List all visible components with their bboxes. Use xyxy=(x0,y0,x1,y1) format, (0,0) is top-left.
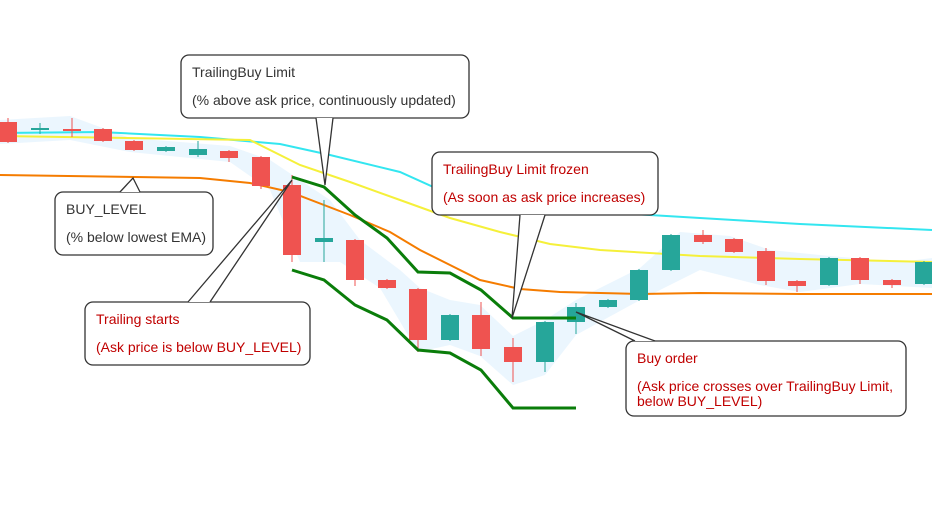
candle xyxy=(157,147,175,151)
candle xyxy=(378,280,396,288)
callout-title: BUY_LEVEL xyxy=(66,201,146,217)
candle xyxy=(220,151,238,158)
candle xyxy=(757,251,775,281)
candle xyxy=(315,238,333,242)
candle xyxy=(125,141,143,150)
candle xyxy=(504,347,522,362)
candle xyxy=(0,122,17,142)
candle xyxy=(409,289,427,340)
callout-detail: below BUY_LEVEL) xyxy=(637,393,762,409)
price-band xyxy=(0,116,932,385)
callout-pointer xyxy=(575,311,656,342)
callout-detail: (% below lowest EMA) xyxy=(66,229,206,245)
callout-title: TrailingBuy Limit frozen xyxy=(443,161,589,177)
callout-pointer xyxy=(187,179,293,303)
callout-detail: (Ask price crosses over TrailingBuy Limi… xyxy=(637,378,893,394)
callout-detail: (As soon as ask price increases) xyxy=(443,189,645,205)
ema-yellow xyxy=(0,135,932,263)
candle xyxy=(694,235,712,242)
callout-pointer xyxy=(315,117,334,186)
callout-pointer-fill xyxy=(120,178,140,192)
trailing-limit xyxy=(291,175,576,320)
candle xyxy=(441,315,459,340)
candle xyxy=(883,280,901,285)
candle xyxy=(283,185,301,255)
candle xyxy=(252,157,270,186)
callout-detail: (% above ask price, continuously updated… xyxy=(192,92,456,108)
candle xyxy=(915,262,932,284)
candle xyxy=(346,240,364,280)
callout-pointer xyxy=(511,214,546,319)
callout-pointer xyxy=(119,176,141,193)
callout-title: Trailing starts xyxy=(96,311,180,327)
candle xyxy=(536,322,554,362)
candle xyxy=(851,258,869,280)
candle xyxy=(94,129,112,141)
trailing-lower xyxy=(291,268,576,410)
ema-cyan xyxy=(0,130,932,231)
candle xyxy=(662,235,680,270)
callout-box xyxy=(625,340,907,417)
candle xyxy=(788,281,806,286)
candle xyxy=(820,258,838,285)
callout-pointer-fill xyxy=(316,118,333,185)
candle xyxy=(472,315,490,349)
callout-detail: (Ask price is below BUY_LEVEL) xyxy=(96,339,301,355)
candle xyxy=(599,300,617,307)
candle xyxy=(31,128,49,130)
candle xyxy=(725,239,743,252)
candle xyxy=(63,129,81,131)
callout-title: TrailingBuy Limit xyxy=(192,64,295,80)
candle xyxy=(630,270,648,300)
candle xyxy=(189,149,207,155)
callout-title: Buy order xyxy=(637,350,698,366)
